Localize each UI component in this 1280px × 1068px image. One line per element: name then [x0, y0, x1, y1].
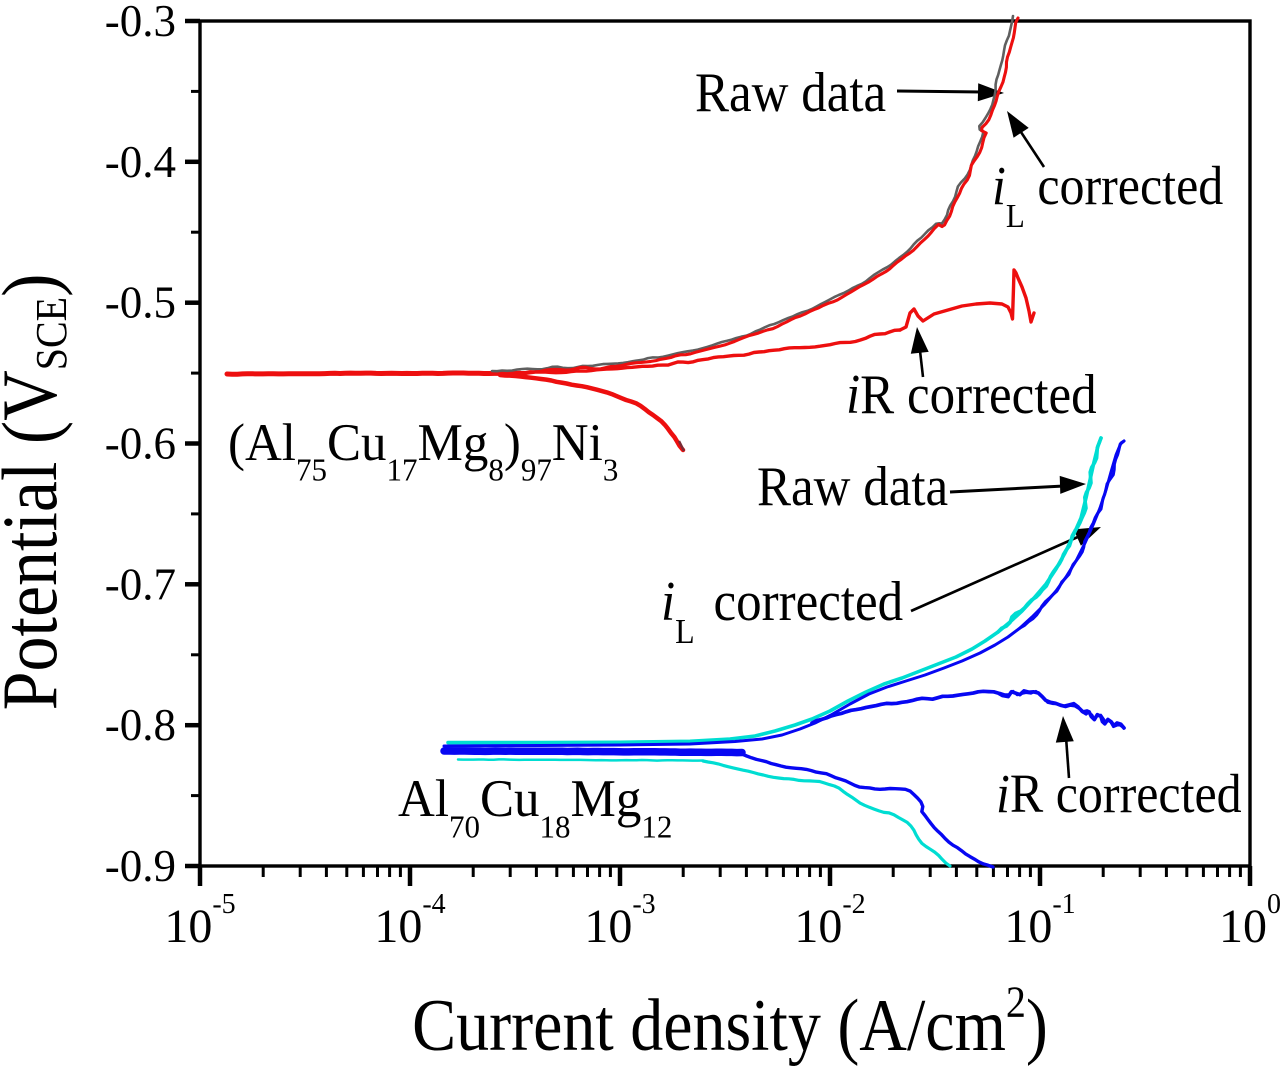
svg-text:-0.8: -0.8 [105, 700, 176, 750]
svg-text:-0.6: -0.6 [105, 419, 176, 469]
svg-text:Al70Cu18Mg12: Al70Cu18Mg12 [398, 770, 672, 844]
svg-text:-0.7: -0.7 [105, 559, 176, 609]
svg-text:iL corrected: iL corrected [661, 570, 903, 652]
svg-text:Current density (A/cm2): Current density (A/cm2) [412, 977, 1048, 1067]
svg-text:10-1: 10-1 [1004, 889, 1075, 953]
svg-text:-0.4: -0.4 [105, 137, 176, 187]
svg-text:iR corrected: iR corrected [846, 363, 1097, 426]
svg-text:Raw data: Raw data [695, 61, 886, 124]
svg-text:-0.3: -0.3 [105, 0, 176, 46]
svg-text:iL corrected: iL corrected [992, 156, 1223, 236]
svg-text:(Al75Cu17Mg8)97Ni3: (Al75Cu17Mg8)97Ni3 [228, 414, 618, 487]
svg-text:10-3: 10-3 [584, 889, 655, 953]
svg-text:100: 100 [1219, 889, 1280, 953]
svg-text:10-4: 10-4 [374, 889, 445, 953]
svg-text:10-5: 10-5 [164, 889, 235, 953]
svg-text:Raw data: Raw data [757, 455, 948, 518]
svg-text:Potential (VSCE): Potential (VSCE) [0, 274, 77, 711]
svg-text:10-2: 10-2 [794, 889, 865, 953]
svg-text:-0.5: -0.5 [105, 278, 176, 328]
svg-text:iR corrected: iR corrected [996, 764, 1242, 825]
svg-text:-0.9: -0.9 [105, 841, 176, 891]
